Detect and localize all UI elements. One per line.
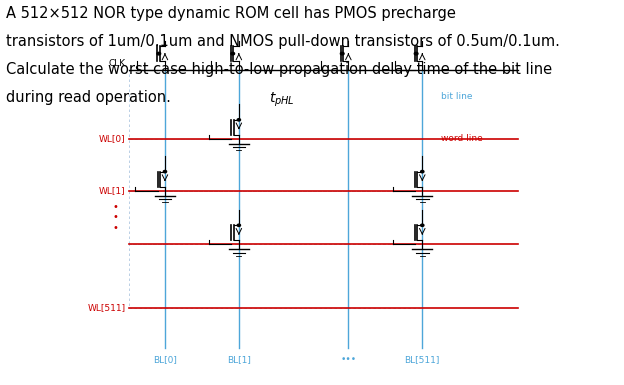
Bar (348, 70, 422, 139)
Circle shape (237, 224, 240, 226)
Bar (348, 139, 422, 191)
Text: A 512×512 NOR type dynamic ROM cell has PMOS precharge: A 512×512 NOR type dynamic ROM cell has … (6, 7, 456, 22)
Circle shape (421, 224, 424, 226)
Circle shape (340, 52, 344, 55)
Text: •
•
•: • • • (113, 202, 119, 233)
Circle shape (231, 52, 235, 55)
Bar (165, 244, 239, 308)
Text: transistors of 1um/0.1um and NMOS pull-down transistors of 0.5um/0.1um.: transistors of 1um/0.1um and NMOS pull-d… (6, 34, 560, 49)
Bar (239, 244, 348, 308)
Bar (129, 139, 165, 191)
Text: CLK: CLK (109, 59, 125, 68)
Text: $t_{pHL}$: $t_{pHL}$ (269, 90, 295, 109)
Text: WL[0]: WL[0] (99, 134, 125, 143)
Text: bit line: bit line (441, 92, 473, 101)
Bar (239, 191, 348, 244)
Bar (348, 191, 422, 244)
Bar (239, 70, 348, 139)
Circle shape (414, 52, 418, 55)
Bar (165, 191, 239, 244)
Bar (348, 244, 422, 308)
Text: •••: ••• (340, 355, 356, 364)
Bar (239, 139, 348, 191)
Bar (129, 70, 165, 139)
Circle shape (421, 171, 424, 173)
Bar (129, 244, 165, 308)
Circle shape (237, 119, 240, 121)
Bar (129, 191, 165, 244)
Circle shape (157, 52, 160, 55)
Circle shape (163, 171, 167, 173)
Bar (165, 70, 239, 139)
Text: during read operation.: during read operation. (6, 90, 171, 105)
Text: BL[1]: BL[1] (227, 355, 251, 364)
Text: BL[0]: BL[0] (153, 355, 177, 364)
Text: WL[511]: WL[511] (87, 303, 125, 312)
Text: Calculate the worst case high-to-low propagation delay time of the bit line: Calculate the worst case high-to-low pro… (6, 62, 552, 77)
Bar (165, 139, 239, 191)
Text: WL[1]: WL[1] (99, 186, 125, 195)
Text: BL[511]: BL[511] (404, 355, 440, 364)
Text: word line: word line (441, 134, 483, 143)
